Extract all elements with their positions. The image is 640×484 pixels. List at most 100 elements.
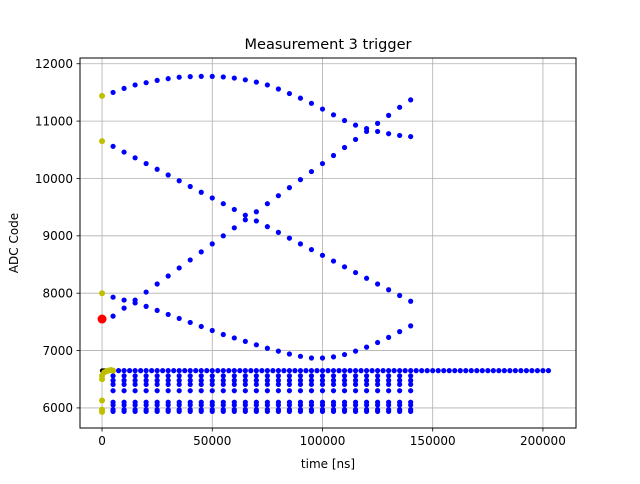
data-point [165, 172, 171, 178]
data-point [187, 373, 193, 379]
data-point [363, 381, 370, 388]
data-point [242, 212, 248, 218]
data-point [242, 381, 248, 388]
data-point [308, 388, 315, 394]
data-point [165, 402, 171, 408]
data-point [297, 388, 304, 394]
y-tick-label: 6000 [42, 401, 73, 415]
data-point [160, 368, 166, 374]
start-point [99, 397, 106, 404]
data-point [413, 368, 419, 374]
data-point [297, 381, 304, 388]
x-axis: 0 50000 100000 150000 200000 [98, 428, 566, 448]
data-point [121, 373, 127, 379]
data-point [336, 368, 342, 374]
data-point [187, 381, 193, 388]
data-point [534, 368, 541, 374]
data-point [176, 265, 182, 271]
data-point [209, 381, 215, 388]
data-point [176, 408, 182, 414]
data-point [264, 377, 270, 383]
data-point [132, 388, 138, 394]
data-point [154, 281, 160, 287]
data-point [512, 368, 518, 374]
data-point [352, 368, 359, 374]
data-point [154, 377, 160, 383]
data-point [375, 373, 381, 379]
data-point [408, 402, 414, 408]
data-point [154, 373, 160, 379]
data-point [132, 381, 138, 388]
data-point [154, 368, 160, 374]
data-point [187, 377, 193, 383]
x-tick-label: 200000 [520, 434, 566, 448]
data-point [132, 402, 138, 408]
data-point [319, 160, 326, 167]
data-point [121, 297, 127, 303]
data-point [363, 408, 370, 414]
data-point [165, 273, 171, 279]
data-point [248, 368, 254, 374]
data-point [397, 132, 403, 139]
data-point [176, 388, 182, 394]
data-point [154, 388, 160, 394]
data-point [352, 402, 359, 408]
x-tick-label: 50000 [193, 434, 231, 448]
data-point [176, 377, 182, 383]
data-point [231, 388, 237, 394]
data-point [253, 209, 259, 215]
data-point [319, 252, 326, 258]
data-point [176, 178, 182, 184]
data-point [143, 402, 149, 408]
data-point [259, 368, 265, 374]
data-point [220, 388, 226, 394]
data-point [110, 408, 116, 414]
data-point [319, 388, 326, 394]
data-point [386, 388, 392, 394]
data-point [341, 351, 348, 358]
data-point [253, 342, 259, 348]
data-point [220, 381, 226, 388]
data-point [375, 408, 381, 414]
data-point [446, 368, 452, 374]
data-point [341, 408, 348, 414]
data-point [397, 292, 403, 299]
data-point [375, 120, 381, 126]
data-point [386, 287, 392, 293]
data-point [319, 368, 326, 374]
data-point [402, 368, 408, 374]
data-point [386, 112, 392, 118]
start-point [99, 290, 106, 297]
data-point [397, 377, 403, 383]
data-point [149, 368, 155, 374]
data-point [375, 388, 381, 394]
data-point [154, 408, 160, 414]
data-point [479, 368, 485, 374]
data-point [308, 408, 315, 414]
data-point [297, 402, 304, 408]
data-point [496, 368, 502, 374]
data-point [275, 229, 281, 235]
data-point [330, 373, 337, 379]
data-point [286, 368, 293, 374]
data-point [121, 388, 127, 394]
data-point [352, 373, 359, 379]
data-point [231, 368, 237, 374]
data-point [501, 368, 507, 374]
data-point [143, 388, 149, 394]
data-point [198, 402, 204, 408]
data-point [242, 388, 248, 394]
data-point [375, 377, 381, 383]
data-point [352, 269, 359, 276]
data-point [110, 377, 116, 383]
data-point [242, 402, 248, 408]
data-point [154, 77, 160, 83]
data-point [154, 381, 160, 388]
data-point [121, 377, 127, 383]
data-point [132, 82, 138, 88]
data-point [358, 368, 364, 374]
data-point [242, 368, 248, 374]
data-point [198, 408, 204, 414]
data-point [375, 281, 381, 287]
